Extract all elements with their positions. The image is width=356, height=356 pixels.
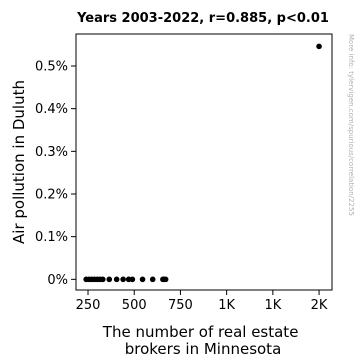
y-tick-label: 0.1% — [35, 230, 68, 245]
data-point — [139, 276, 146, 283]
x-tick-label: 500 — [122, 298, 147, 313]
data-point — [129, 276, 136, 283]
y-tick-label: 0% — [47, 273, 68, 288]
x-axis: 250 500 750 1K 1K 2K — [76, 290, 328, 313]
y-tick-label: 0.5% — [35, 60, 68, 75]
data-point — [100, 276, 106, 283]
data-point — [316, 43, 322, 50]
y-tick-label: 0.2% — [35, 188, 68, 203]
data-point — [162, 276, 169, 283]
data-point — [106, 276, 113, 283]
watermark-text: More info: tylervigen.com/spurious/corre… — [347, 34, 355, 216]
data-point — [149, 276, 156, 283]
x-tick-label: 250 — [76, 298, 101, 313]
x-axis-label-line-1: The number of real estate — [102, 323, 299, 341]
x-tick-label: 750 — [168, 298, 193, 313]
y-tick-label: 0.4% — [35, 102, 68, 117]
data-points — [83, 43, 322, 283]
x-tick-label: 2K — [311, 298, 328, 313]
x-axis-label: The number of real estate brokers in Min… — [102, 323, 303, 356]
x-tick-label: 1K — [264, 298, 281, 313]
y-axis-label: Air pollution in Duluth — [10, 80, 28, 244]
chart-title: Years 2003-2022, r=0.885, p<0.01 — [76, 11, 329, 26]
data-point — [120, 276, 126, 283]
x-tick-label: 1K — [218, 298, 235, 313]
data-point — [113, 276, 120, 283]
plot-frame — [75, 33, 333, 291]
y-axis: 0% 0.1% 0.2% 0.3% 0.4% 0.5% — [35, 60, 76, 288]
y-tick-label: 0.3% — [35, 145, 68, 160]
x-axis-label-line-2: brokers in Minnesota — [125, 340, 282, 356]
